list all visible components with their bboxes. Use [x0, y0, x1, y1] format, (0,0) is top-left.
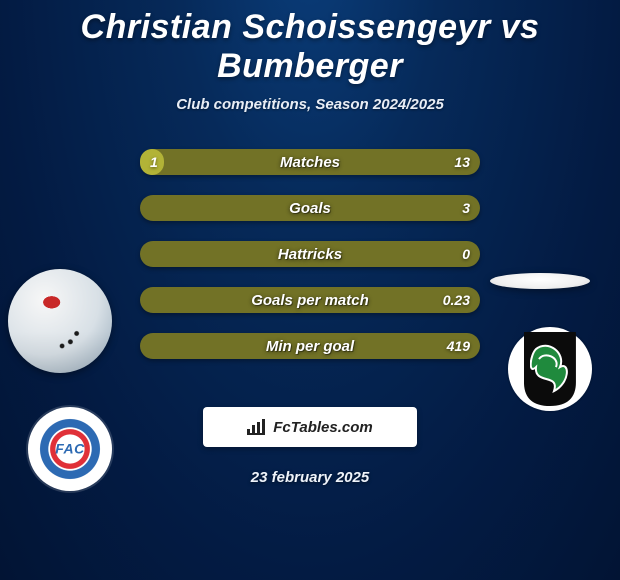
fctables-badge: FcTables.com [203, 407, 417, 447]
player-right-placeholder [490, 273, 590, 289]
fac-badge-icon: FAC [28, 407, 112, 491]
club-left-logo: FAC [28, 407, 112, 491]
bar-label: Matches [140, 149, 480, 175]
club-right-logo [508, 327, 592, 411]
metric-bars: 1 13 Matches 3 Goals 0 Hattricks 0.23 Go… [140, 149, 480, 379]
metric-row: 0.23 Goals per match [140, 287, 480, 313]
page-title: Christian Schoissengeyr vs Bumberger [0, 0, 620, 86]
page-subtitle: Club competitions, Season 2024/2025 [0, 96, 620, 113]
ried-badge-icon [508, 327, 592, 411]
bar-label: Goals per match [140, 287, 480, 313]
bar-label: Min per goal [140, 333, 480, 359]
bar-label: Goals [140, 195, 480, 221]
metric-row: 419 Min per goal [140, 333, 480, 359]
ried-sv-icon [530, 343, 570, 397]
player-left-avatar [8, 269, 112, 373]
bar-chart-icon [247, 419, 267, 435]
metric-row: 3 Goals [140, 195, 480, 221]
bar-label: Hattricks [140, 241, 480, 267]
fctables-badge-text: FcTables.com [273, 419, 372, 436]
metric-row: 0 Hattricks [140, 241, 480, 267]
metric-row: 1 13 Matches [140, 149, 480, 175]
fac-badge-text: FAC [28, 441, 112, 457]
